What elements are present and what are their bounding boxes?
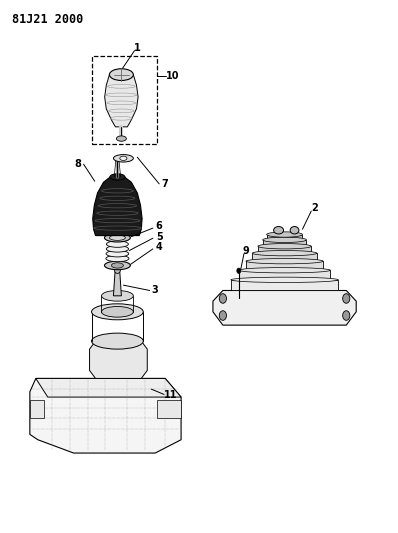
Polygon shape	[90, 341, 147, 378]
Ellipse shape	[106, 255, 129, 262]
Polygon shape	[231, 280, 338, 290]
Ellipse shape	[258, 244, 311, 249]
Ellipse shape	[117, 136, 127, 141]
Ellipse shape	[107, 241, 128, 247]
Circle shape	[343, 294, 350, 303]
Text: 1: 1	[134, 43, 140, 53]
Ellipse shape	[290, 227, 299, 234]
Text: 81J21 2000: 81J21 2000	[12, 13, 83, 26]
Polygon shape	[36, 378, 181, 397]
Polygon shape	[30, 378, 181, 453]
Ellipse shape	[101, 290, 133, 301]
Polygon shape	[239, 270, 330, 280]
Ellipse shape	[109, 235, 125, 240]
Polygon shape	[93, 177, 142, 236]
Text: 10: 10	[166, 71, 180, 80]
Ellipse shape	[106, 246, 129, 252]
Polygon shape	[157, 400, 181, 418]
Ellipse shape	[273, 227, 283, 234]
Ellipse shape	[111, 263, 123, 268]
Ellipse shape	[239, 268, 330, 273]
Polygon shape	[113, 272, 121, 296]
Polygon shape	[246, 261, 323, 270]
Ellipse shape	[92, 333, 143, 349]
Circle shape	[114, 265, 121, 273]
Ellipse shape	[231, 277, 338, 282]
Text: 5: 5	[156, 232, 162, 241]
Ellipse shape	[267, 232, 302, 237]
Ellipse shape	[109, 69, 133, 80]
Text: 9: 9	[243, 246, 249, 255]
Text: 8: 8	[74, 159, 81, 169]
Ellipse shape	[120, 156, 127, 160]
Text: 7: 7	[162, 179, 168, 189]
Text: 3: 3	[152, 286, 158, 295]
Ellipse shape	[113, 155, 133, 162]
Ellipse shape	[110, 174, 125, 180]
Text: 2: 2	[311, 203, 318, 213]
Polygon shape	[213, 290, 356, 325]
Ellipse shape	[252, 251, 317, 256]
Ellipse shape	[106, 251, 129, 257]
Text: 11: 11	[164, 391, 178, 400]
Text: 4: 4	[156, 243, 162, 252]
Polygon shape	[263, 240, 306, 246]
Ellipse shape	[92, 304, 143, 320]
Polygon shape	[252, 253, 317, 261]
Polygon shape	[30, 400, 44, 418]
Circle shape	[219, 294, 226, 303]
Ellipse shape	[263, 237, 306, 243]
Polygon shape	[105, 75, 138, 127]
Ellipse shape	[104, 261, 131, 270]
Circle shape	[219, 311, 226, 320]
Ellipse shape	[101, 306, 133, 317]
Text: 6: 6	[156, 221, 162, 231]
Polygon shape	[258, 246, 311, 253]
Ellipse shape	[246, 259, 323, 264]
Ellipse shape	[104, 233, 131, 242]
Polygon shape	[267, 235, 302, 240]
Circle shape	[237, 268, 241, 273]
Circle shape	[343, 311, 350, 320]
